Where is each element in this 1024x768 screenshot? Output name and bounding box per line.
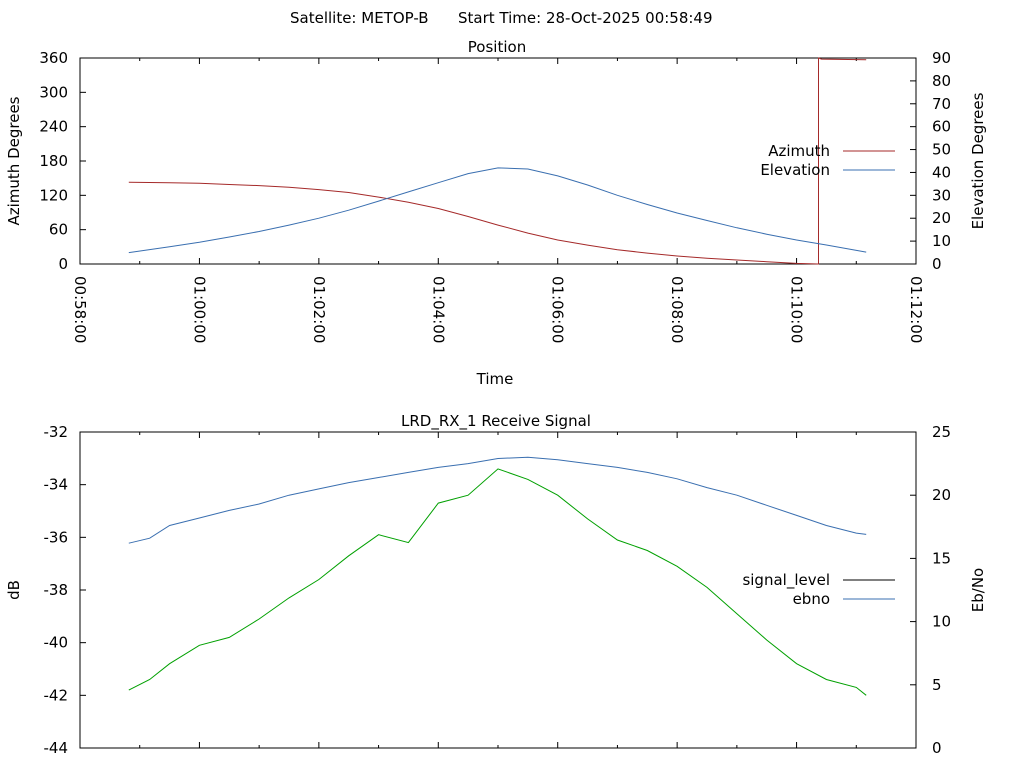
position-ylabel-left: Azimuth Degrees <box>5 96 23 225</box>
position-chart-title: Position <box>468 38 526 56</box>
y-left-tick-label: -42 <box>44 686 69 704</box>
y-left-tick-label: -34 <box>44 476 69 494</box>
signal-legend: signal_level ebno <box>742 571 895 608</box>
legend-signal-level-label: signal_level <box>742 571 830 590</box>
y-left-tick-label: -36 <box>44 528 69 546</box>
x-tick-label: 01:04:00 <box>429 276 447 343</box>
signal-chart-title: LRD_RX_1 Receive Signal <box>401 412 591 431</box>
y-left-tick-label: 0 <box>58 255 68 273</box>
x-tick-label: 01:12:00 <box>907 276 925 343</box>
legend-elevation-label: Elevation <box>760 161 830 179</box>
y-right-tick-label: 20 <box>932 209 951 227</box>
x-tick-label: 01:02:00 <box>310 276 328 343</box>
position-chart: Position 0 60 120 180 240 300 360 0 10 20 30 40 50 60… <box>5 38 987 388</box>
x-tick-label: 01:10:00 <box>788 276 806 343</box>
header-start-time: Start Time: 28-Oct-2025 00:58:49 <box>458 9 713 27</box>
x-tick-label: 01:06:00 <box>549 276 567 343</box>
y-right-tick-label: 50 <box>932 141 951 159</box>
position-ticks: 0 60 120 180 240 300 360 0 10 20 30 40 50 60 70 80 90 00:… <box>39 49 951 343</box>
y-right-tick-label: 0 <box>932 739 942 757</box>
y-right-tick-label: 60 <box>932 118 951 136</box>
legend-azimuth-label: Azimuth <box>768 142 830 160</box>
y-left-tick-label: 60 <box>49 221 68 239</box>
signal-ylabel-left: dB <box>5 580 23 600</box>
y-left-tick-label: -32 <box>44 423 69 441</box>
y-right-tick-label: 70 <box>932 95 951 113</box>
azimuth-series-line <box>128 57 867 265</box>
y-right-tick-label: 5 <box>932 676 942 694</box>
y-right-tick-label: 15 <box>932 549 951 567</box>
y-right-tick-label: 0 <box>932 255 942 273</box>
signal-chart: LRD_RX_1 Receive Signal -44-42-40-38-36-… <box>5 412 987 757</box>
y-left-tick-label: -38 <box>44 581 69 599</box>
elevation-series-line <box>128 167 867 254</box>
y-left-tick-label: 240 <box>39 118 68 136</box>
y-left-tick-label: -40 <box>44 634 69 652</box>
signal-level-series-line <box>128 468 867 696</box>
y-left-tick-label: 120 <box>39 186 68 204</box>
signal-plot-frame <box>79 431 917 749</box>
y-right-tick-label: 40 <box>932 163 951 181</box>
header-satellite: Satellite: METOP-B <box>290 9 429 27</box>
x-tick-label: 01:08:00 <box>668 276 686 343</box>
position-ylabel-right: Elevation Degrees <box>969 92 987 229</box>
ebno-series-line <box>128 456 867 544</box>
signal-ylabel-right: Eb/No <box>969 568 987 612</box>
y-right-tick-label: 25 <box>932 423 951 441</box>
y-right-tick-label: 80 <box>932 72 951 90</box>
y-right-tick-label: 10 <box>932 232 951 250</box>
position-legend: Azimuth Elevation <box>760 142 895 179</box>
y-right-tick-label: 30 <box>932 186 951 204</box>
y-left-tick-label: 300 <box>39 83 68 101</box>
x-tick-label: 01:00:00 <box>190 276 208 343</box>
legend-ebno-label: ebno <box>793 590 830 608</box>
y-right-tick-label: 20 <box>932 486 951 504</box>
y-left-tick-label: -44 <box>44 739 69 757</box>
signal-ticks: -44 -42 -40 -38 -36 -34 -32 0 5 10 15 20 25 <box>44 423 952 757</box>
y-left-tick-label: 180 <box>39 152 68 170</box>
position-xlabel: Time <box>476 370 514 388</box>
y-right-tick-label: 10 <box>932 613 951 631</box>
x-tick-label: 00:58:00 <box>71 276 89 343</box>
y-right-tick-label: 90 <box>932 49 951 67</box>
y-left-tick-label: 360 <box>39 49 68 67</box>
